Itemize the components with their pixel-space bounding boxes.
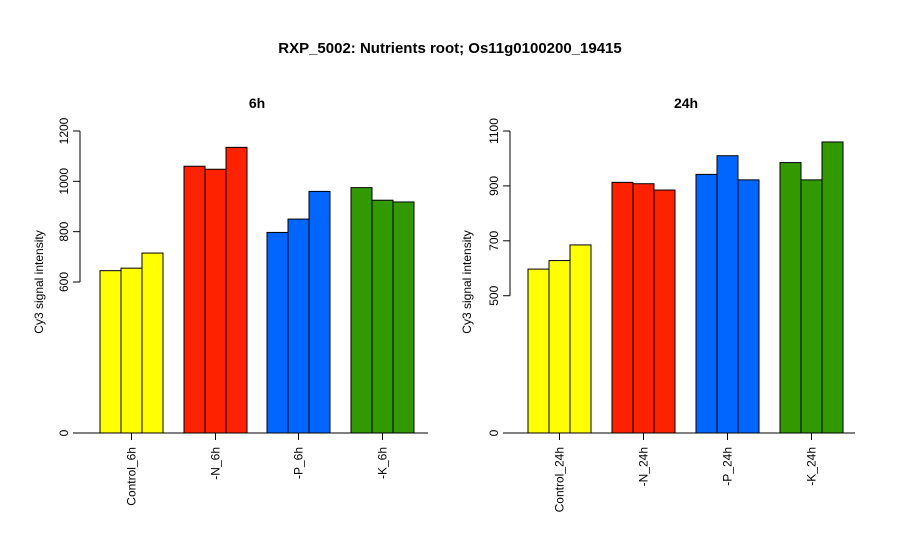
bar--K_24h-3 [821, 141, 844, 434]
y-axis-label-24h: Cy3 signal intensity [460, 230, 474, 333]
bar--P_24h-3 [737, 179, 760, 434]
y-tick-label-800: 800 [57, 221, 71, 241]
bar--P_24h-1 [695, 173, 718, 434]
x-tick-label-Control_6h: Control_6h [125, 447, 139, 506]
bar--K_24h-2 [800, 179, 823, 434]
y-tick-label-900: 900 [487, 176, 501, 196]
bar-Control_6h-1 [99, 270, 122, 434]
y-tick-label-0: 0 [57, 429, 71, 436]
bar--K_24h-1 [779, 162, 802, 434]
figure-title: RXP_5002: Nutrients root; Os11g0100200_1… [278, 40, 622, 57]
bar--P_6h-1 [266, 231, 289, 434]
bar--N_24h-1 [611, 181, 634, 434]
x-tick-label-Control_24h: Control_24h [553, 447, 567, 512]
x-tick-label--P_24h: -P_24h [721, 447, 735, 486]
bar-Control_6h-3 [141, 252, 164, 434]
y-tick-label-1100: 1100 [487, 118, 501, 144]
bar--N_24h-2 [632, 183, 655, 434]
bar--N_24h-3 [653, 189, 676, 434]
y-tick-label-0: 0 [487, 429, 501, 436]
bar--N_6h-3 [225, 146, 248, 434]
panel-title-24h: 24h [674, 95, 698, 111]
x-tick-label--N_6h: -N_6h [209, 447, 223, 480]
chart-panel-6h: 6h Cy3 signal intensity 0 600 800 1000 1200 C… [32, 95, 428, 506]
panel-title-6h: 6h [249, 95, 265, 111]
bar-Control_6h-2 [120, 267, 143, 434]
y-tick-label-1200: 1200 [57, 117, 71, 144]
bar--P_24h-2 [716, 155, 739, 434]
x-tick-label--P_6h: -P_6h [292, 447, 306, 479]
x-tick-label--N_24h: -N_24h [637, 447, 651, 486]
bar--N_6h-1 [183, 165, 206, 434]
bar--K_6h-1 [350, 187, 373, 434]
y-axis-label-6h: Cy3 signal intensity [32, 230, 46, 333]
x-tick-label--K_6h: -K_6h [376, 447, 390, 479]
x-tick-label--K_24h: -K_24h [805, 447, 819, 486]
bar--P_6h-2 [287, 218, 310, 434]
bar-Control_24h-1 [527, 268, 550, 434]
bar--K_6h-3 [392, 201, 415, 434]
bar--N_6h-2 [204, 168, 227, 434]
bar-Control_24h-3 [569, 244, 592, 434]
y-tick-label-700: 700 [487, 230, 501, 250]
y-tick-label-1000: 1000 [57, 168, 71, 195]
bar--P_6h-3 [308, 190, 331, 434]
y-tick-label-500: 500 [487, 285, 501, 305]
y-tick-label-600: 600 [57, 272, 71, 292]
bar--K_6h-2 [371, 199, 394, 434]
chart-panel-24h: 24h Cy3 signal intensity 0 500 700 900 1100 C… [460, 95, 855, 512]
bar-Control_24h-2 [548, 260, 571, 434]
